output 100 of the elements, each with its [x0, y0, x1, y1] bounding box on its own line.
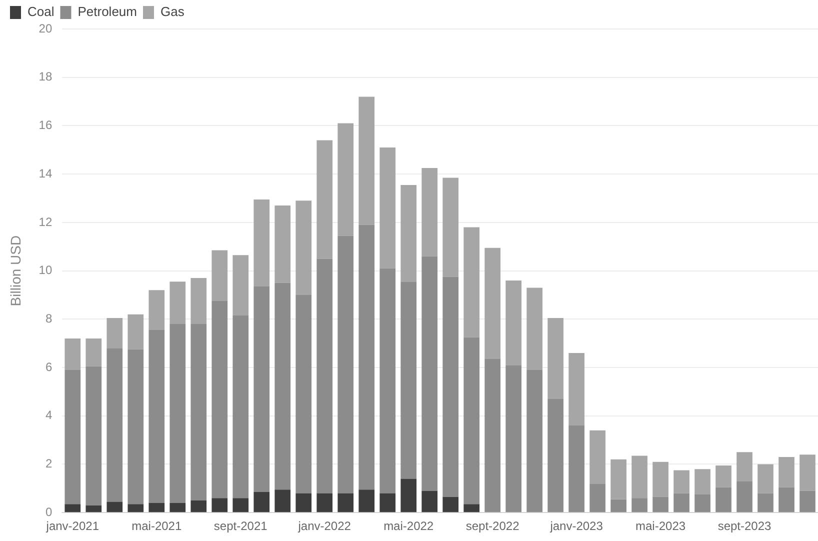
bar — [422, 490, 438, 512]
bar — [380, 268, 396, 494]
bar — [442, 276, 458, 497]
bar — [148, 502, 165, 512]
bar — [652, 462, 668, 497]
bar — [316, 258, 333, 494]
bar — [610, 459, 626, 500]
legend-label: Gas — [160, 4, 185, 20]
y-tick-label: 16 — [38, 118, 52, 132]
bar — [758, 493, 774, 512]
bar — [64, 504, 81, 512]
bar — [716, 487, 732, 512]
y-tick-label: 6 — [45, 360, 52, 374]
x-tick-label: mai-2022 — [384, 519, 434, 534]
y-tick-label: 18 — [38, 70, 52, 84]
bar — [212, 498, 228, 512]
bar — [610, 499, 626, 512]
bar — [296, 200, 312, 295]
bar — [400, 282, 416, 479]
bar — [506, 280, 522, 366]
bar — [316, 140, 333, 259]
bar — [254, 492, 270, 512]
y-tick-label: 4 — [45, 408, 52, 422]
bar — [128, 504, 144, 512]
bar — [548, 318, 564, 399]
bar — [338, 236, 354, 494]
bar — [170, 282, 186, 324]
bar — [358, 224, 375, 490]
bar — [800, 490, 816, 512]
bar — [380, 493, 396, 512]
bar — [694, 469, 710, 494]
bar — [296, 294, 312, 494]
x-tick-label: janv-2023 — [549, 519, 604, 534]
bar — [652, 496, 668, 512]
bar — [212, 301, 228, 498]
bar — [358, 490, 375, 512]
bar — [274, 206, 291, 283]
y-tick-label: 10 — [38, 263, 52, 278]
bar — [296, 493, 312, 512]
bar — [548, 398, 564, 512]
bar — [526, 288, 542, 370]
bar — [128, 314, 144, 350]
bar — [568, 426, 584, 512]
bar — [254, 286, 270, 492]
bar — [422, 256, 438, 491]
bar — [464, 227, 480, 338]
y-tick-label: 20 — [38, 21, 52, 36]
legend-label: Petroleum — [78, 4, 137, 20]
bar — [170, 324, 186, 503]
x-tick-label: sept-2023 — [718, 519, 772, 534]
bar — [674, 470, 690, 494]
bar — [442, 178, 458, 277]
bar — [758, 464, 774, 494]
bar — [86, 505, 102, 512]
bar — [64, 338, 81, 370]
bar — [736, 481, 752, 512]
bar — [338, 123, 354, 236]
y-tick-label: 14 — [38, 166, 52, 180]
y-tick-label: 2 — [45, 456, 52, 471]
bar — [212, 250, 228, 302]
bar — [736, 452, 752, 482]
bar — [674, 493, 690, 512]
bar — [464, 337, 480, 504]
bar — [274, 282, 291, 490]
bar — [190, 324, 207, 501]
bar — [568, 353, 584, 426]
bar — [484, 359, 500, 512]
bar — [148, 330, 165, 503]
bar — [86, 366, 102, 506]
bar — [86, 338, 102, 366]
bar — [254, 199, 270, 287]
bar — [232, 316, 249, 498]
x-tick-label: mai-2021 — [132, 519, 182, 534]
x-tick-label: mai-2023 — [636, 519, 686, 534]
x-tick-label: sept-2022 — [466, 519, 520, 534]
bar — [358, 96, 375, 225]
bar — [106, 318, 123, 348]
bar — [442, 496, 458, 512]
bar — [232, 498, 249, 512]
bar — [190, 500, 207, 512]
bar — [464, 504, 480, 512]
bar — [800, 454, 816, 491]
bar — [316, 493, 333, 512]
y-axis-title: Billion USD — [7, 235, 24, 306]
bar — [778, 487, 794, 512]
bar — [632, 498, 648, 512]
bar — [694, 494, 710, 512]
bar — [400, 478, 416, 512]
bar — [338, 493, 354, 512]
bar — [106, 502, 123, 512]
bar — [232, 255, 249, 316]
bar — [422, 168, 438, 256]
bar — [590, 484, 606, 512]
x-tick-label: janv-2022 — [297, 519, 352, 534]
x-tick-label: janv-2021 — [45, 519, 100, 534]
bar — [190, 278, 207, 324]
bar — [170, 502, 186, 512]
bar — [716, 465, 732, 488]
bar — [506, 365, 522, 512]
x-tick-label: sept-2021 — [214, 519, 268, 534]
